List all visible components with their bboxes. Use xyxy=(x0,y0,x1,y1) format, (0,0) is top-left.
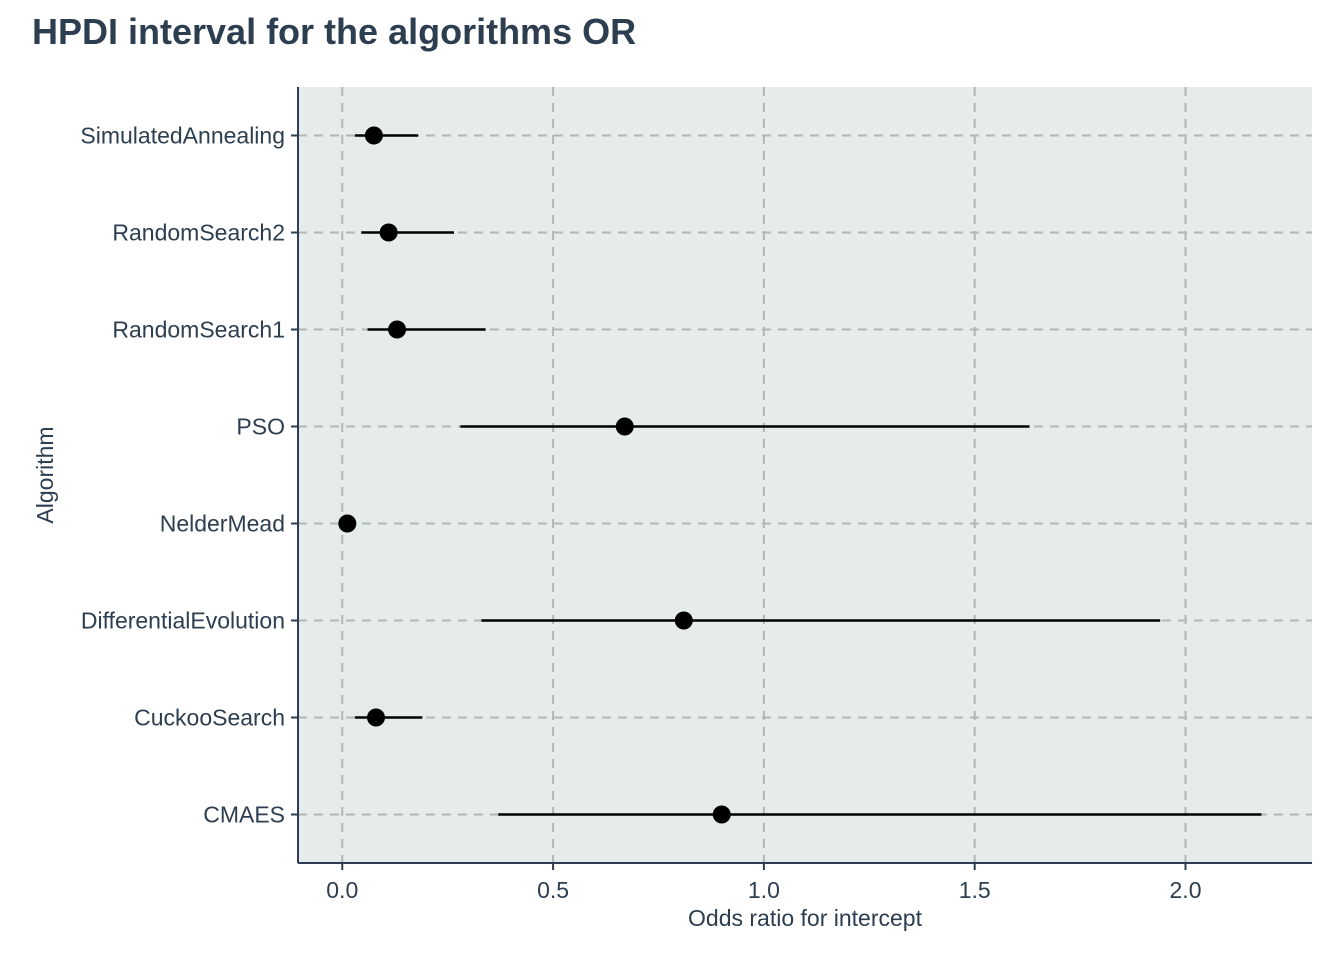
axes xyxy=(297,87,1312,864)
y-tick-label-pso: PSO xyxy=(236,414,285,440)
x-axis-title: Odds ratio for intercept xyxy=(688,905,923,931)
point-estimate-differentialevolution xyxy=(674,611,693,630)
point-estimate-cmaes xyxy=(712,805,731,824)
y-tick-label-neldermead: NelderMead xyxy=(160,511,285,537)
y-tick-label-simulatedannealing: SimulatedAnnealing xyxy=(80,123,285,149)
y-tick-label-randomsearch1: RandomSearch1 xyxy=(112,317,285,343)
y-tick-label-differentialevolution: DifferentialEvolution xyxy=(81,608,285,634)
x-tick-label: 0.5 xyxy=(537,877,569,903)
point-estimate-randomsearch2 xyxy=(379,223,398,242)
y-axis-ticks: CMAES CuckooSearch DifferentialEvolution Ne… xyxy=(80,123,298,828)
point-estimate-neldermead xyxy=(338,514,357,533)
x-tick-label: 2.0 xyxy=(1170,877,1202,903)
chart-title: HPDI interval for the algorithms OR xyxy=(32,11,636,52)
y-tick-label-cmaes: CMAES xyxy=(203,802,285,828)
x-tick-label: 1.0 xyxy=(748,877,780,903)
y-tick-label-cuckoosearch: CuckooSearch xyxy=(134,705,285,731)
x-axis-ticks: 0.0 0.5 1.0 1.5 2.0 xyxy=(326,863,1202,903)
interval-marks xyxy=(338,126,1262,824)
point-estimate-pso xyxy=(615,417,634,436)
y-tick-label-randomsearch2: RandomSearch2 xyxy=(112,220,285,246)
point-estimate-randomsearch1 xyxy=(388,320,407,339)
point-estimate-cuckoosearch xyxy=(367,708,385,727)
x-tick-label: 0.0 xyxy=(326,877,358,903)
point-estimate-simulatedannealing xyxy=(364,126,383,145)
y-axis-title: Algorithm xyxy=(32,426,58,523)
plot-panel xyxy=(298,87,1312,863)
x-tick-label: 1.5 xyxy=(959,877,991,903)
